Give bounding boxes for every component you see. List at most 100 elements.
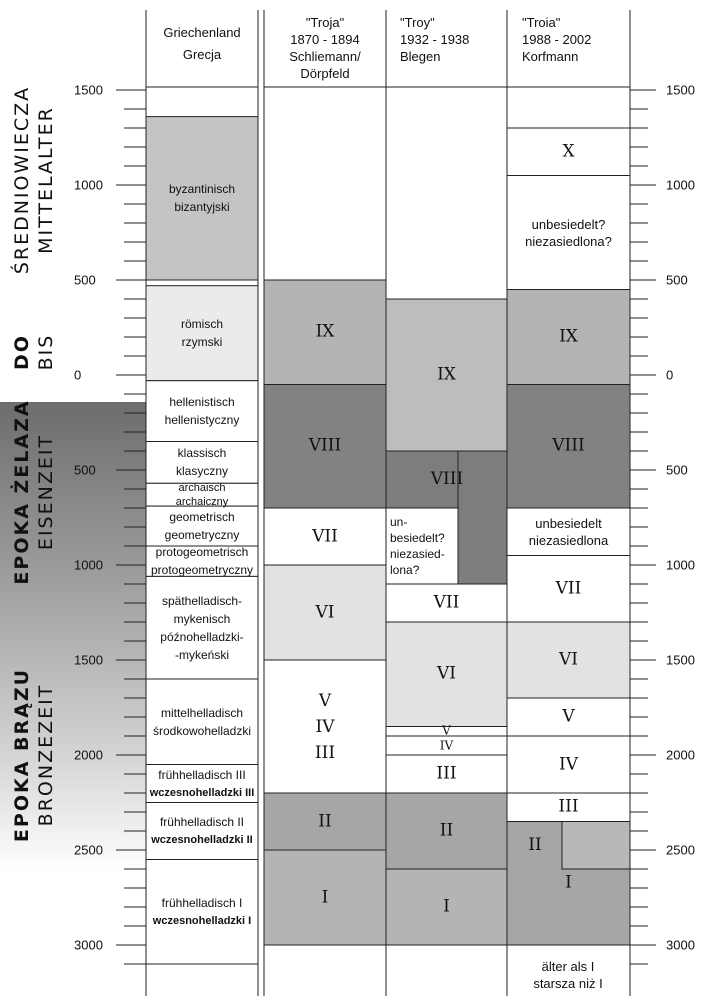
schliemann-layer-label: VI — [315, 602, 335, 622]
blegen-layer-block — [385, 298, 508, 452]
header-korfmann: "Troia" 1988 - 2002 Korfmann — [522, 15, 592, 64]
blegen-layer-label: VIII — [430, 469, 464, 489]
label-iron-age-pl: EPOKA ŻELAZA — [11, 399, 33, 585]
greece-epoch-label: frühhelladisch III wczesnohelladzki III — [146, 765, 258, 803]
korfmann-layer-block — [561, 821, 631, 870]
label-iron-age-de: EISENZEIT — [35, 433, 57, 551]
greece-epoch-de: mittelhelladisch — [160, 705, 244, 720]
greece-epoch-pl: wczesnohelladzki I — [152, 914, 252, 927]
korfmann-layer-label: unbesiedelt? niezasiedlona? — [525, 216, 612, 249]
tick-label-left: 500 — [74, 272, 96, 288]
blegen-layer-block — [385, 868, 508, 946]
label-until-pl: DO — [11, 334, 33, 370]
blegen-layer-block — [457, 450, 508, 585]
blegen-layer-label: III — [436, 763, 457, 784]
greece-epoch-pl: środkowohelladzki — [152, 723, 252, 738]
tick-label-left: 1500 — [74, 82, 103, 98]
blegen-layer-label: VII — [433, 592, 460, 613]
greece-epoch-label: protogeometrisch protogeometryczny — [146, 545, 258, 577]
greece-epoch-label: klassisch klasyczny — [146, 442, 258, 484]
greece-epoch-block — [145, 859, 259, 965]
greece-epoch-de: frühhelladisch III — [158, 767, 246, 782]
korfmann-layer-block — [506, 289, 631, 385]
korfmann-layer-block — [506, 175, 631, 290]
blegen-layer-block — [385, 621, 508, 727]
greece-epoch-block — [145, 764, 259, 803]
tick-label-right: 2500 — [666, 842, 695, 858]
greece-epoch-de: frühhelladisch I — [161, 895, 243, 910]
korfmann-layer-label: IV — [559, 754, 578, 774]
korfmann-older-note: älter als I starsza niż I — [533, 959, 603, 991]
blegen-layer-block — [385, 754, 508, 794]
tick-label-right: 1000 — [666, 557, 695, 573]
greece-epoch-pl: archaiczny — [175, 495, 229, 508]
greece-epoch-de: frühhelladisch II — [159, 815, 245, 829]
korfmann-layer-label: VII — [555, 578, 582, 599]
tick-label-left: 1000 — [74, 557, 103, 573]
korfmann-layer-block — [506, 555, 631, 623]
korfmann-layer-label: X — [562, 141, 575, 162]
blegen-layer-label: V — [442, 723, 451, 738]
schliemann-layer-block — [263, 792, 387, 851]
schliemann-layer-block — [263, 659, 387, 794]
greece-epoch-de: geometrisch — [169, 510, 235, 525]
schliemann-layer-block — [263, 564, 387, 661]
greece-epoch-pl: bizantyjski — [174, 200, 230, 215]
greece-epoch-de: archaisch — [178, 481, 226, 494]
schliemann-layer-label: VIII — [308, 435, 342, 456]
greece-epoch-block — [145, 802, 259, 860]
label-until-de: BIS — [35, 333, 57, 371]
schliemann-layer-label: II — [318, 811, 332, 831]
tick-label-left: 1500 — [74, 652, 103, 668]
label-bronze-age-de: BRONZEZEIT — [35, 683, 57, 827]
korfmann-layer-block — [506, 384, 631, 509]
greece-epoch-label: mittelhelladisch środkowohelladzki — [146, 679, 258, 765]
greece-epoch-label: archaisch archaiczny — [146, 481, 258, 508]
blegen-layer-label: IX — [437, 364, 456, 385]
header-schliemann: "Troja" 1870 - 1894 Schliemann/ Dörpfeld — [289, 15, 361, 81]
blegen-layer-label: I — [443, 896, 450, 917]
blegen-layer-block — [385, 792, 508, 870]
korfmann-layer-label: unbesiedelt niezasiedlona — [528, 515, 609, 548]
tick-label-right: 1000 — [666, 177, 695, 193]
schliemann-layer-block — [263, 384, 387, 509]
korfmann-layer-label: III — [558, 796, 579, 817]
tick-label-right: 500 — [666, 272, 688, 288]
greece-epoch-label: geometrisch geometryczny — [146, 506, 258, 546]
korfmann-layer-block — [506, 127, 631, 176]
greece-epoch-block — [145, 575, 259, 680]
schliemann-layer-label: IX — [315, 321, 335, 342]
greece-epoch-pl: hellenistyczny — [164, 413, 240, 428]
greece-epoch-block — [145, 441, 259, 484]
tick-label-left: 2500 — [74, 842, 103, 858]
header-blegen: "Troy" 1932 - 1938 Blegen — [400, 15, 470, 64]
korfmann-layer-label: I — [565, 872, 572, 893]
korfmann-layer-label: VIII — [552, 435, 585, 456]
greece-epoch-block — [145, 116, 259, 281]
greece-epoch-label: frühhelladisch II wczesnohelladzki II — [146, 803, 258, 860]
tick-label-right: 1500 — [666, 652, 695, 668]
korfmann-layer-label: II — [528, 835, 542, 856]
korfmann-layer-block — [506, 621, 631, 699]
korfmann-layer-label: VI — [559, 649, 578, 670]
label-middle-ages-de: MITTELALTER — [35, 106, 57, 254]
tick-label-right: 0 — [666, 367, 674, 383]
blegen-layer-label: II — [439, 820, 454, 841]
tick-label-left: 1000 — [74, 177, 103, 193]
tick-label-left: 500 — [74, 462, 96, 478]
blegen-layer-block — [385, 583, 508, 623]
schliemann-layer-block — [263, 849, 387, 946]
greece-epoch-pl: klasyczny — [175, 464, 228, 479]
greece-epoch-pl: geometryczny — [164, 528, 240, 543]
tick-label-right: 2000 — [666, 747, 695, 763]
label-bronze-age-pl: EPOKA BRĄZU — [11, 667, 33, 843]
korfmann-layer-label: V — [562, 706, 575, 727]
greece-epoch-pl: rzymski — [181, 335, 223, 350]
blegen-layer-label: VI — [437, 663, 456, 684]
greece-epoch-block — [145, 285, 259, 382]
bronze-age-band — [0, 402, 146, 872]
header-greece: Griechenland Grecja — [163, 25, 241, 62]
greece-epoch-pl: wczesnohelladzki III — [149, 786, 255, 799]
schliemann-layer-block — [263, 279, 387, 385]
